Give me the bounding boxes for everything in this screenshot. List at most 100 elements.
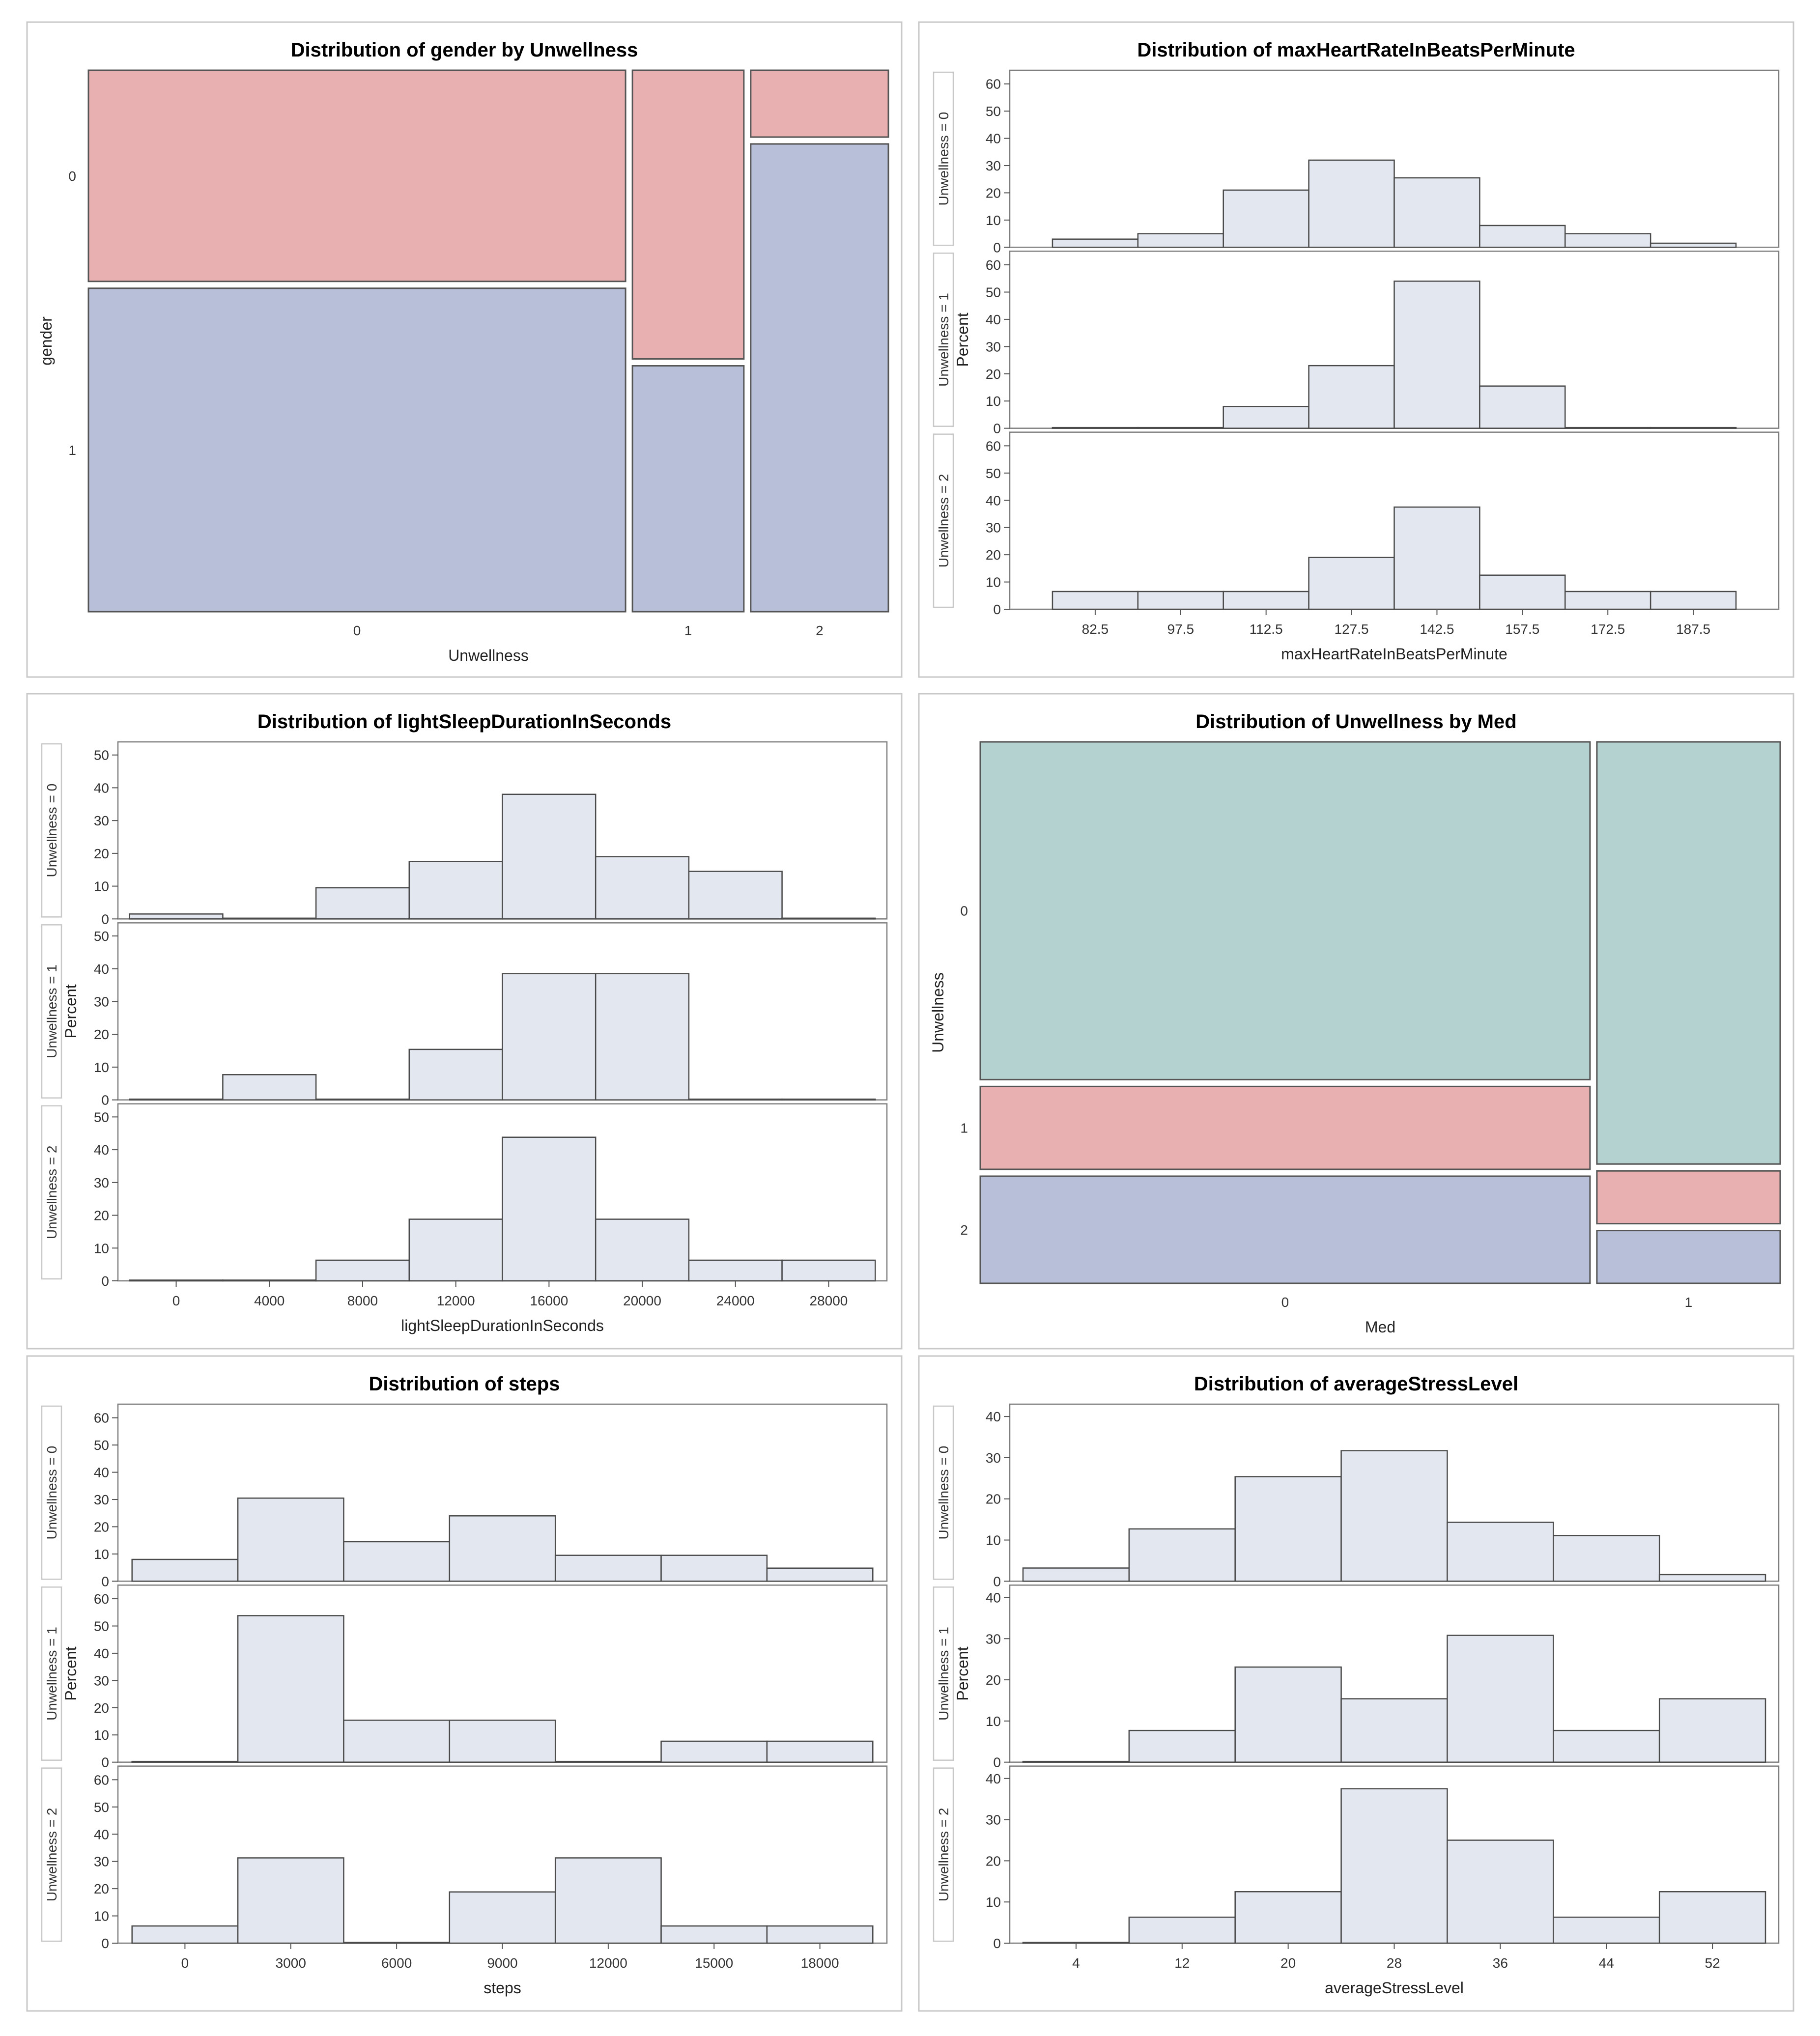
histogram-bar [1649,242,1737,248]
y-tick-label: 20 [986,367,1001,382]
histogram-bar [688,1098,783,1101]
y-tick-label: 20 [94,1027,109,1042]
y-tick-label: 50 [94,1618,109,1634]
y-tick-label: 60 [94,1591,109,1607]
facet-panel: Unwellness = 0 0 10 20 30 40 [933,1403,1780,1589]
y-tick-label: 40 [94,1465,109,1480]
y-tick-label: 50 [986,466,1001,481]
histogram-bar [766,1567,874,1582]
histogram-bar [1223,189,1309,248]
y-tick-label: 0 [960,904,968,919]
y-tick-label: 50 [94,1438,109,1453]
chart-gender-by-unwellness: Distribution of gender by Unwellness 0 1 2 0… [26,21,903,678]
histogram-bar [1052,238,1139,248]
histogram-bar [1052,591,1139,610]
histogram-bar [315,887,410,920]
histogram-bar [766,1925,874,1944]
y-tick-label: 30 [94,813,109,828]
x-axis-label: averageStressLevel [1325,1979,1464,1997]
y-tick-label: 30 [94,1673,109,1688]
strip-label: Unwellness = 0 [44,1446,59,1540]
facet-panel: Unwellness = 2 0 10 20 30 40 4 12 20 28 36 44 52 [933,1765,1780,1971]
y-tick-label: 2 [960,1222,968,1238]
facet-panel: Unwellness = 1 0 10 20 30 40 [933,1584,1780,1770]
facet-panel: Unwellness = 0 0 10 20 30 40 50 [41,741,888,927]
y-tick-label: 50 [986,104,1001,119]
histogram-bar [129,1279,224,1282]
chart-title: Distribution of Unwellness by Med [1195,711,1516,733]
y-tick-label: 20 [94,1208,109,1223]
histogram-bar [222,917,317,920]
x-tick-label: 16000 [530,1293,568,1308]
histogram-bar [408,861,503,920]
strip-label: Unwellness = 1 [44,1627,59,1721]
strip-box [933,1405,954,1580]
histogram-bar [1308,159,1395,248]
histogram-bar [1022,1942,1130,1944]
y-tick-label: 30 [94,1854,109,1869]
y-tick-label: 50 [986,284,1001,300]
histogram-bar [1308,557,1395,610]
strip-box [41,1767,62,1942]
x-axis-label: Unwellness [448,647,529,664]
histogram-bar [1308,365,1395,429]
strip-label: Unwellness = 2 [936,474,951,568]
histogram-bar [449,1891,556,1944]
y-axis-label: Unwellness [929,972,947,1053]
x-tick-label: 4000 [254,1293,284,1308]
histogram-bar [1393,177,1480,248]
histogram-bar [781,917,876,920]
chart-title: Distribution of lightSleepDurationInSeco… [257,711,671,733]
histogram-bar [1340,1788,1448,1944]
histogram-bar [131,1760,239,1763]
y-tick-label: 50 [94,929,109,944]
histogram-bar [688,871,783,920]
x-tick-label: 8000 [347,1293,378,1308]
mosaic-tile-0-1 [87,287,626,613]
x-tick-label: 44 [1599,1955,1614,1971]
y-tick-label: 40 [94,1827,109,1842]
histogram-bar [343,1541,451,1582]
y-axis-label: Percent [954,1646,971,1700]
y-tick-label: 40 [986,493,1001,508]
chart-light-sleep: Distribution of lightSleepDurationInSeco… [26,693,903,1350]
chart-title: Distribution of maxHeartRateInBeatsPerMi… [1137,39,1575,61]
strip-box [933,1767,954,1942]
y-tick-label: 0 [101,1574,109,1589]
mosaic-tile-1-0 [1596,741,1781,1165]
mosaic-tile-0-0 [979,741,1591,1080]
x-axis-label: maxHeartRateInBeatsPerMinute [1281,645,1507,663]
y-tick-label: 0 [101,1936,109,1951]
histogram-bar [1223,591,1309,610]
x-tick-label: 15000 [695,1955,733,1971]
y-tick-label: 30 [94,1492,109,1507]
y-tick-label: 0 [101,1273,109,1289]
strip-label: Unwellness = 0 [936,1446,951,1540]
strip-box [41,1105,62,1280]
x-tick-label: 127.5 [1335,622,1369,637]
x-axis-label: Med [1365,1318,1395,1336]
y-tick-label: 10 [94,1241,109,1256]
strip-label: Unwellness = 2 [44,1146,59,1240]
histogram-bar [1564,233,1651,248]
x-tick-label: 157.5 [1505,622,1539,637]
histogram-bar [237,1615,344,1763]
x-tick-label: 82.5 [1082,622,1109,637]
x-tick-label: 18000 [801,1955,839,1971]
y-tick-label: 20 [986,1492,1001,1507]
strip-label: Unwellness = 0 [44,784,59,877]
x-tick-label: 97.5 [1167,622,1194,637]
strip-box [41,924,62,1099]
strip-box [41,743,62,918]
histogram-bar [1340,1450,1448,1582]
histogram-bar [1128,1729,1236,1763]
x-tick-label: 1 [1685,1295,1693,1310]
y-axis-label: Percent [62,1646,80,1700]
facet-panel: Unwellness = 1 0 10 20 30 40 50 60 [41,1584,888,1770]
strip-label: Unwellness = 1 [936,293,951,387]
histogram-bar [554,1857,662,1944]
histogram-bar [222,1074,317,1101]
y-tick-label: 10 [94,1909,109,1924]
strip-box [933,1586,954,1761]
y-tick-label: 60 [94,1411,109,1426]
